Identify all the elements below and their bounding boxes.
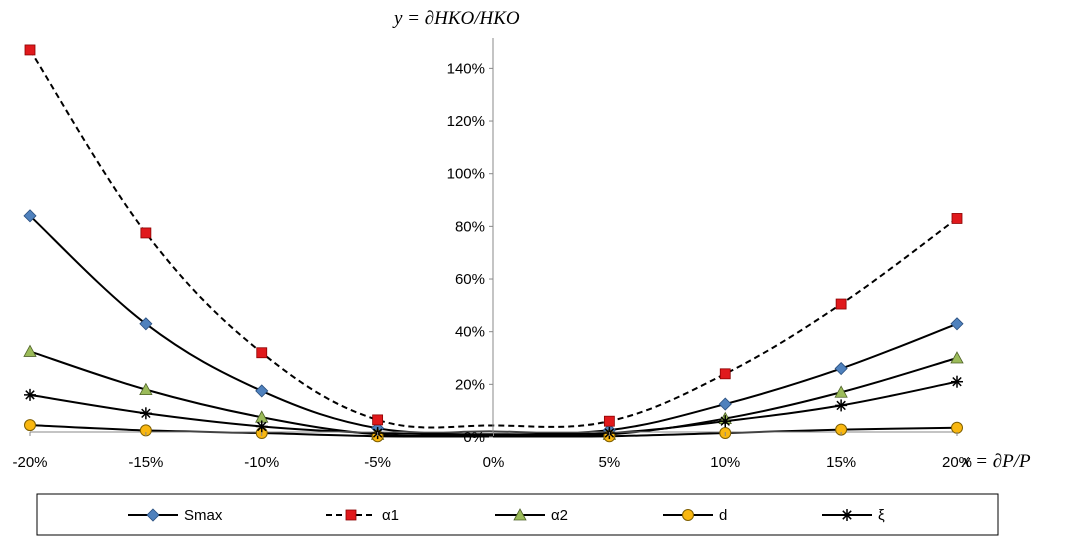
tick-labels: 0% 20% 40% 60% 80% 100% 120% 140% -20% -15% -10% -5… bbox=[12, 60, 972, 471]
x-tick-label: 15% bbox=[826, 454, 856, 471]
x-tick-label: 20% bbox=[942, 454, 972, 471]
data-point bbox=[139, 382, 153, 396]
legend-label: Smax bbox=[184, 507, 223, 524]
legend-marker bbox=[682, 509, 694, 521]
y-tick-label: 80% bbox=[455, 218, 485, 235]
data-point bbox=[24, 388, 36, 401]
y-tick-label: 0% bbox=[463, 429, 485, 446]
legend-label: ξ bbox=[878, 507, 885, 524]
data-point bbox=[718, 397, 732, 411]
data-point bbox=[834, 385, 848, 398]
series-line bbox=[29, 424, 958, 438]
y-axis-title: y = ∂HKO/HKO bbox=[392, 8, 520, 29]
y-tick-label: 40% bbox=[455, 324, 485, 341]
x-tick-label: -15% bbox=[128, 454, 163, 471]
y-tick-label: 120% bbox=[447, 113, 485, 130]
data-point bbox=[950, 351, 964, 364]
legend-label: α2 bbox=[551, 507, 568, 524]
data-point bbox=[835, 298, 847, 310]
data-point bbox=[951, 421, 963, 434]
x-tick-label: 0% bbox=[483, 454, 505, 471]
data-point bbox=[23, 344, 37, 357]
legend-label: d bbox=[719, 507, 727, 524]
data-point bbox=[139, 317, 153, 331]
legend-marker bbox=[513, 508, 527, 521]
axes bbox=[30, 38, 957, 433]
legend: Smax α1 α2 d ξ bbox=[36, 493, 999, 536]
legend-marker bbox=[146, 508, 160, 522]
y-tick-label: 100% bbox=[447, 166, 485, 183]
y-tick-label: 140% bbox=[447, 60, 485, 77]
data-point bbox=[24, 44, 36, 56]
x-axis-title: x = ∂P/P bbox=[961, 451, 1031, 472]
legend-label: α1 bbox=[382, 507, 399, 524]
data-point bbox=[140, 227, 152, 239]
y-tick-label: 60% bbox=[455, 271, 485, 288]
x-tick-label: 10% bbox=[710, 454, 740, 471]
data-point bbox=[719, 415, 732, 428]
y-tick-label: 20% bbox=[455, 376, 485, 393]
x-tick-label: -20% bbox=[12, 454, 47, 471]
data-point bbox=[255, 384, 269, 398]
data-point bbox=[603, 415, 615, 427]
data-point bbox=[950, 317, 964, 331]
data-point bbox=[834, 361, 848, 376]
data-point bbox=[24, 419, 36, 432]
data-point bbox=[719, 368, 731, 380]
x-tick-label: 5% bbox=[599, 454, 621, 471]
series-markers bbox=[23, 44, 964, 443]
legend-marker bbox=[841, 509, 853, 521]
data-point bbox=[951, 375, 963, 388]
data-point bbox=[835, 399, 848, 412]
x-tick-label: -10% bbox=[244, 454, 279, 471]
legend-marker bbox=[345, 509, 357, 521]
x-tick-label: -5% bbox=[364, 454, 391, 471]
data-point bbox=[256, 347, 268, 359]
series-line bbox=[29, 49, 958, 429]
data-point bbox=[255, 420, 268, 433]
data-point bbox=[372, 414, 384, 426]
data-point bbox=[139, 407, 152, 420]
data-point bbox=[951, 213, 963, 224]
data-point bbox=[23, 209, 37, 223]
